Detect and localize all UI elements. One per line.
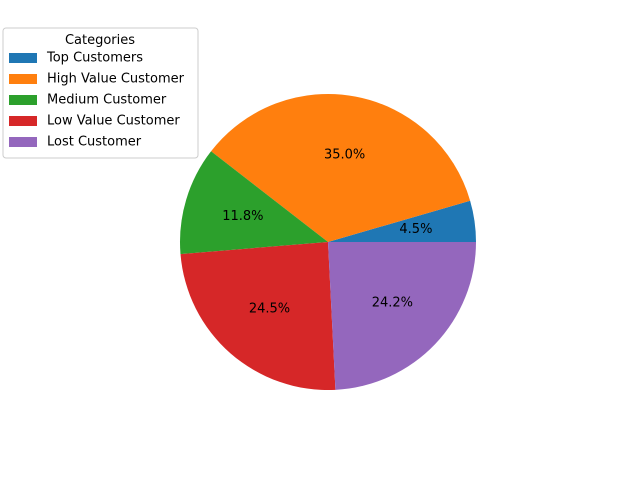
pct-label-top-customers: 4.5% [399, 222, 432, 237]
legend-swatch-medium-customer [9, 95, 37, 105]
legend-label-high-value-customer: High Value Customer [47, 72, 185, 87]
legend-label-medium-customer: Medium Customer [47, 93, 167, 108]
legend-items: Top Customers High Value Customer Medium C… [9, 51, 185, 150]
pie-slice-high-value-customer [211, 93, 471, 242]
legend-swatch-lost-customer [9, 137, 37, 147]
pie-percentage-labels: 4.5% 35.0% 11.8% 24.5% 24.2% [222, 147, 432, 316]
pie-slice-top-customers [328, 200, 476, 242]
pie-slice-lost-customer [328, 242, 476, 390]
legend: Categories Top Customers High Value Custo… [2, 27, 199, 159]
legend-label-top-customers: Top Customers [46, 51, 143, 66]
pie-slice-low-value-customer [180, 242, 336, 390]
pie-slice-medium-customer [179, 151, 328, 255]
legend-label-lost-customer: Lost Customer [47, 135, 142, 150]
legend-swatch-high-value-customer [9, 74, 37, 84]
legend-label-low-value-customer: Low Value Customer [47, 114, 180, 129]
pie-slices [179, 93, 476, 390]
legend-title: Categories [65, 33, 135, 48]
legend-frame [2, 27, 199, 159]
pct-label-low-value-customer: 24.5% [249, 301, 290, 316]
pct-label-lost-customer: 24.2% [372, 296, 413, 311]
pct-label-medium-customer: 11.8% [222, 209, 263, 224]
pct-label-high-value-customer: 35.0% [324, 147, 365, 162]
legend-swatch-top-customers [9, 53, 37, 63]
legend-swatch-low-value-customer [9, 116, 37, 126]
